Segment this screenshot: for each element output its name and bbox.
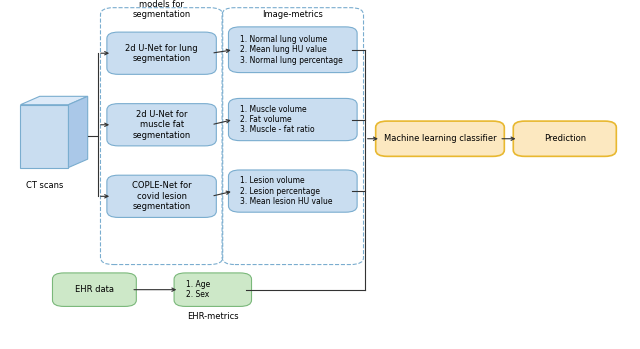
Polygon shape [20, 96, 88, 105]
FancyBboxPatch shape [107, 32, 216, 74]
FancyBboxPatch shape [228, 27, 357, 73]
FancyBboxPatch shape [376, 121, 504, 156]
Text: Deep learning
models for
segmentation: Deep learning models for segmentation [132, 0, 191, 19]
Text: Machine learning classifier: Machine learning classifier [384, 134, 496, 143]
Polygon shape [68, 96, 88, 168]
Text: 1. Muscle volume
2. Fat volume
3. Muscle - fat ratio: 1. Muscle volume 2. Fat volume 3. Muscle… [240, 105, 315, 134]
Text: 2d U-Net for lung
segmentation: 2d U-Net for lung segmentation [125, 44, 198, 63]
Text: EHR-metrics: EHR-metrics [187, 312, 239, 321]
Polygon shape [20, 105, 68, 168]
Text: EHR data: EHR data [75, 285, 114, 294]
Text: 1. Lesion volume
2. Lesion percentage
3. Mean lesion HU value: 1. Lesion volume 2. Lesion percentage 3.… [240, 176, 333, 206]
FancyBboxPatch shape [228, 170, 357, 212]
Text: 1. Age
2. Sex: 1. Age 2. Sex [186, 280, 210, 299]
Text: CT scans: CT scans [26, 181, 63, 191]
FancyBboxPatch shape [107, 175, 216, 217]
Text: 1. Normal lung volume
2. Mean lung HU value
3. Normal lung percentage: 1. Normal lung volume 2. Mean lung HU va… [240, 35, 343, 65]
FancyBboxPatch shape [174, 273, 252, 306]
FancyBboxPatch shape [228, 98, 357, 141]
Text: 2d U-Net for
muscle fat
segmentation: 2d U-Net for muscle fat segmentation [132, 110, 191, 140]
FancyBboxPatch shape [52, 273, 136, 306]
Text: Image-metrics: Image-metrics [262, 10, 323, 19]
Text: COPLE-Net for
covid lesion
segmentation: COPLE-Net for covid lesion segmentation [132, 181, 191, 211]
FancyBboxPatch shape [513, 121, 616, 156]
Text: Prediction: Prediction [544, 134, 586, 143]
FancyBboxPatch shape [107, 104, 216, 146]
